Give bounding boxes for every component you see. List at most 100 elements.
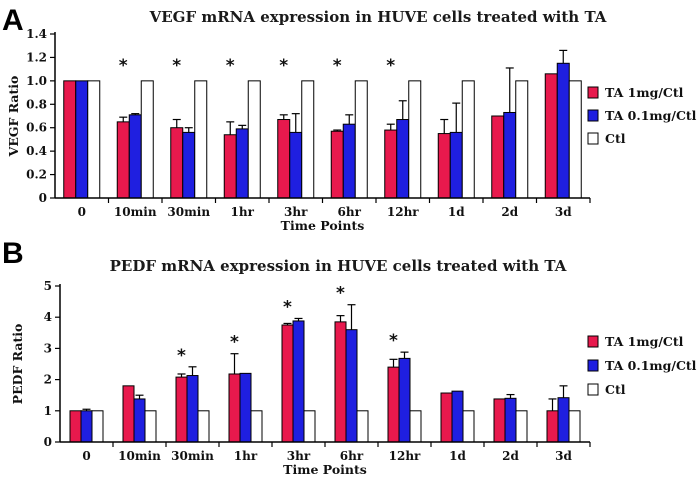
- y-tick-label: 0.6: [26, 121, 47, 135]
- bar-ctl: [197, 410, 210, 443]
- legend-swatch: [587, 109, 599, 122]
- x-tick-label: 1hr: [234, 449, 258, 463]
- bar-ctl: [144, 410, 157, 443]
- significance-star: *: [279, 56, 288, 76]
- y-axis-label: PEDF Ratio: [10, 324, 25, 405]
- bar-ta-0-1mg-ctl: [133, 398, 146, 443]
- chart-a: 0 0.2 0.4 0.6 0.8 1.0 1.2 1.4 0 10min * 30min * 1hr * 3…: [6, 27, 697, 233]
- y-tick-label: 4: [44, 310, 52, 324]
- bar-ta-0-1mg-ctl: [75, 80, 89, 199]
- y-tick-label: 3: [44, 341, 52, 355]
- y-tick-label: 0.4: [26, 144, 47, 158]
- y-tick-label: 0.8: [26, 97, 47, 111]
- bar-ta-0-1mg-ctl: [235, 128, 249, 199]
- significance-star: *: [336, 284, 345, 304]
- significance-star: *: [333, 56, 342, 76]
- bar-ta-0-1mg-ctl: [557, 397, 570, 443]
- x-tick-label: 6hr: [338, 205, 362, 219]
- chart-title-a: VEGF mRNA expression in HUVE cells treat…: [149, 8, 607, 26]
- significance-star: *: [386, 56, 395, 76]
- bar-ta-1mg-ctl: [170, 127, 184, 199]
- x-axis-label: Time Points: [283, 462, 367, 477]
- bar-ta-1mg-ctl: [223, 134, 237, 199]
- significance-star: *: [283, 297, 292, 317]
- bar-ta-0-1mg-ctl: [451, 390, 464, 443]
- bar-ta-0-1mg-ctl: [186, 375, 199, 443]
- bar-ctl: [515, 80, 529, 199]
- y-tick-label: 0: [39, 191, 47, 205]
- bar-ctl: [301, 80, 315, 199]
- bar-ta-0-1mg-ctl: [289, 131, 303, 199]
- chart-b: 0 1 2 3 4 5 0 10min 30min * 1hr * 3hr * 6hr * 12hr * 1d 2d 3…: [10, 279, 697, 477]
- bar-ta-0-1mg-ctl: [239, 372, 252, 443]
- x-tick-label: 3d: [555, 449, 572, 463]
- y-tick-label: 1.2: [26, 50, 47, 64]
- bar-ta-1mg-ctl: [228, 373, 241, 443]
- y-tick-label: 5: [44, 279, 52, 293]
- x-tick-label: 0: [78, 205, 86, 219]
- x-tick-label: 2d: [502, 449, 519, 463]
- bar-ta-0-1mg-ctl: [503, 111, 517, 199]
- legend-swatch: [587, 359, 599, 372]
- bar-ta-1mg-ctl: [384, 129, 398, 199]
- bar-ta-0-1mg-ctl: [182, 131, 196, 199]
- bar-ta-1mg-ctl: [330, 130, 344, 199]
- x-tick-label: 6hr: [340, 449, 364, 463]
- bar-ctl: [87, 80, 101, 199]
- y-tick-label: 1.0: [26, 74, 47, 88]
- bar-ta-0-1mg-ctl: [449, 131, 463, 199]
- x-tick-label: 30min: [167, 205, 210, 219]
- bar-ta-0-1mg-ctl: [398, 357, 411, 443]
- panel-letter-b: B: [2, 237, 24, 270]
- bar-ctl: [250, 410, 263, 443]
- bar-ta-0-1mg-ctl: [342, 123, 356, 199]
- y-axis-label: VEGF Ratio: [6, 76, 21, 158]
- bar-ta-0-1mg-ctl: [504, 397, 517, 443]
- legend-label: TA 1mg/Ctl: [605, 85, 684, 100]
- panel-letter-a: A: [2, 4, 24, 37]
- y-tick-label: 0.2: [26, 168, 47, 182]
- legend-swatch: [587, 132, 599, 145]
- bar-ta-1mg-ctl: [437, 133, 451, 199]
- bar-ta-1mg-ctl: [546, 410, 559, 443]
- significance-star: *: [172, 56, 181, 76]
- significance-star: *: [230, 333, 239, 353]
- bar-ctl: [247, 80, 261, 199]
- x-tick-label: 1hr: [231, 205, 255, 219]
- bar-ta-0-1mg-ctl: [556, 62, 570, 199]
- bar-ta-1mg-ctl: [493, 398, 506, 443]
- x-tick-label: 3hr: [287, 449, 311, 463]
- bar-ta-0-1mg-ctl: [345, 329, 358, 443]
- bar-ctl: [462, 410, 475, 443]
- bar-ctl: [461, 80, 475, 199]
- x-tick-label: 10min: [114, 205, 157, 219]
- legend-label: TA 0.1mg/Ctl: [605, 108, 697, 123]
- legend-label: Ctl: [605, 382, 626, 397]
- bar-ctl: [354, 80, 368, 199]
- legend-swatch: [587, 86, 599, 99]
- bar-ta-1mg-ctl: [387, 366, 400, 443]
- bar-ctl: [409, 410, 422, 443]
- bar-ta-0-1mg-ctl: [292, 320, 305, 443]
- legend-swatch: [587, 383, 599, 396]
- bar-ctl: [568, 410, 581, 443]
- bar-ta-1mg-ctl: [281, 324, 294, 443]
- chart-title-b: PEDF mRNA expression in HUVE cells treat…: [110, 257, 567, 275]
- x-tick-label: 12hr: [389, 449, 421, 463]
- bar-ta-1mg-ctl: [491, 115, 505, 199]
- legend-label: TA 1mg/Ctl: [605, 334, 684, 349]
- bar-ta-1mg-ctl: [440, 392, 453, 443]
- bar-ta-1mg-ctl: [63, 80, 77, 199]
- bar-ta-1mg-ctl: [116, 121, 130, 199]
- y-tick-label: 1: [44, 404, 52, 418]
- bar-ctl: [194, 80, 208, 199]
- legend-label: TA 0.1mg/Ctl: [605, 358, 697, 373]
- bar-ta-1mg-ctl: [544, 73, 558, 199]
- bar-ctl: [91, 410, 104, 443]
- bar-ta-1mg-ctl: [69, 410, 82, 443]
- legend-swatch: [587, 335, 599, 348]
- bar-ta-1mg-ctl: [334, 321, 347, 443]
- x-tick-label: 30min: [171, 449, 214, 463]
- significance-star: *: [226, 56, 235, 76]
